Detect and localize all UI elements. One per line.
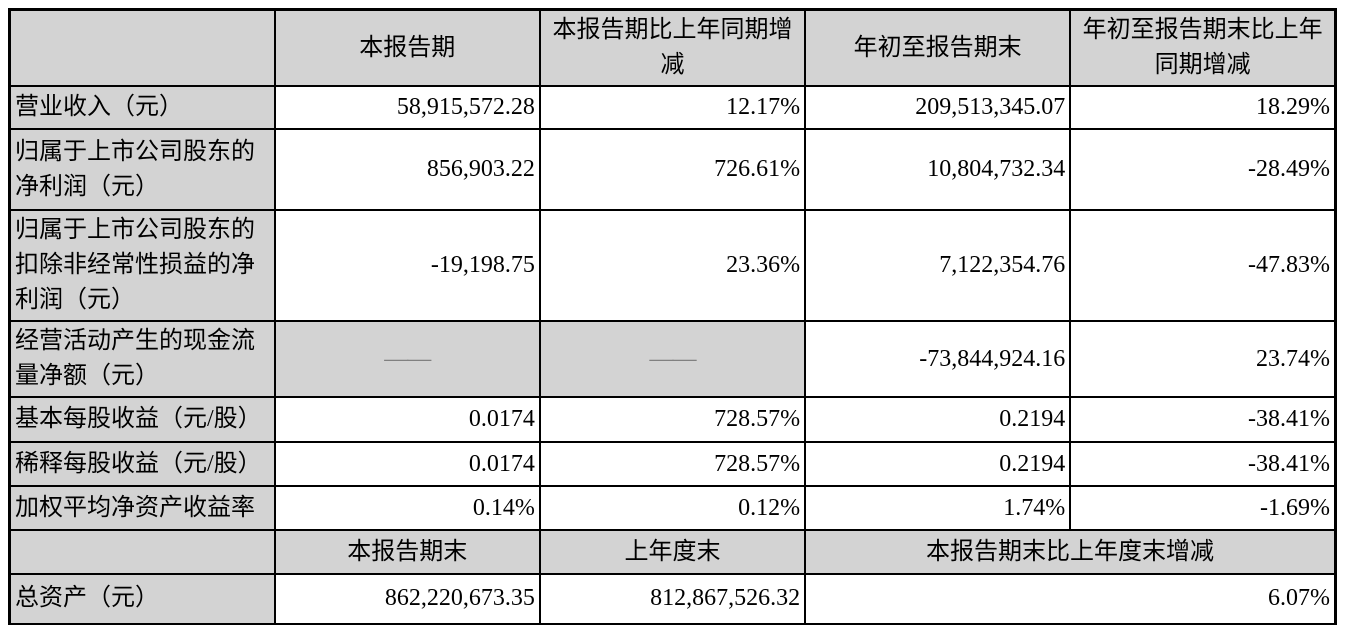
- row-label: 总资产（元）: [8, 573, 276, 625]
- header-period-yoy-change: 本报告期比上年同期增 减: [538, 8, 807, 87]
- cell-ytd-value: 209,513,345.07: [804, 85, 1072, 130]
- cell-period-yoy-value: 728.57%: [538, 396, 807, 443]
- cell-period-value: 0.0174: [273, 441, 541, 487]
- cell-period-value: 58,915,572.28: [273, 85, 541, 130]
- row-net-profit-excl-nonrecurring: 归属于上市公司股东的 扣除非经常性损益的净 利润（元） -19,198.75 2…: [8, 209, 1337, 322]
- header-ytd: 年初至报告期末: [804, 8, 1072, 87]
- cell-ytd-value: 0.2194: [804, 396, 1072, 443]
- row-label: 归属于上市公司股东的 扣除非经常性损益的净 利润（元）: [8, 209, 276, 322]
- row-label: 稀释每股收益（元/股）: [8, 441, 276, 487]
- cell-ytd-yoy-value: 18.29%: [1069, 85, 1337, 130]
- cell-ytd-yoy-value: -47.83%: [1069, 209, 1337, 322]
- cell-period-value: 0.14%: [273, 485, 541, 531]
- cell-period-yoy-dash: ——: [538, 320, 807, 398]
- row-basic-eps: 基本每股收益（元/股） 0.0174 728.57% 0.2194 -38.41…: [8, 396, 1337, 443]
- cell-period-yoy-value: 726.61%: [538, 128, 807, 211]
- cell-period-yoy-value: 728.57%: [538, 441, 807, 487]
- row-total-assets: 总资产（元） 862,220,673.35 812,867,526.32 6.0…: [8, 573, 1337, 625]
- header-row: 本报告期 本报告期比上年同期增 减 年初至报告期末 年初至报告期末比上年 同期增…: [8, 8, 1337, 87]
- row-label: 加权平均净资产收益率: [8, 485, 276, 531]
- cell-ytd-yoy-value: 23.74%: [1069, 320, 1337, 398]
- row-label: 营业收入（元）: [8, 85, 276, 130]
- header-corner-cell: [8, 8, 276, 87]
- header2-period-end: 本报告期末: [273, 529, 541, 575]
- row-label: 基本每股收益（元/股）: [8, 396, 276, 443]
- cell-period-yoy-value: 12.17%: [538, 85, 807, 130]
- row-weighted-avg-roe: 加权平均净资产收益率 0.14% 0.12% 1.74% -1.69%: [8, 485, 1337, 531]
- header2-period-end-change: 本报告期末比上年度末增减: [804, 529, 1337, 575]
- header-ytd-yoy-change: 年初至报告期末比上年 同期增减: [1069, 8, 1337, 87]
- row-diluted-eps: 稀释每股收益（元/股） 0.0174 728.57% 0.2194 -38.41…: [8, 441, 1337, 487]
- header-current-period: 本报告期: [273, 8, 541, 87]
- cell-period-yoy-value: 23.36%: [538, 209, 807, 322]
- header2-prior-year-end: 上年度末: [538, 529, 807, 575]
- cell-ytd-yoy-value: -1.69%: [1069, 485, 1337, 531]
- cell-prior-year-end-value: 812,867,526.32: [538, 573, 807, 625]
- row-operating-cash-flow: 经营活动产生的现金流 量净额（元） —— —— -73,844,924.16 2…: [8, 320, 1337, 398]
- cell-ytd-value: -73,844,924.16: [804, 320, 1072, 398]
- financial-summary-table: 本报告期 本报告期比上年同期增 减 年初至报告期末 年初至报告期末比上年 同期增…: [8, 8, 1337, 625]
- cell-ytd-yoy-value: -28.49%: [1069, 128, 1337, 211]
- row-label: 归属于上市公司股东的 净利润（元）: [8, 128, 276, 211]
- row-operating-revenue: 营业收入（元） 58,915,572.28 12.17% 209,513,345…: [8, 85, 1337, 130]
- cell-period-yoy-value: 0.12%: [538, 485, 807, 531]
- cell-period-value: 856,903.22: [273, 128, 541, 211]
- second-header-row: 本报告期末 上年度末 本报告期末比上年度末增减: [8, 529, 1337, 575]
- cell-ytd-yoy-value: -38.41%: [1069, 396, 1337, 443]
- cell-period-end-value: 862,220,673.35: [273, 573, 541, 625]
- cell-change-value: 6.07%: [804, 573, 1337, 625]
- cell-ytd-yoy-value: -38.41%: [1069, 441, 1337, 487]
- cell-period-dash: ——: [273, 320, 541, 398]
- row-label: 经营活动产生的现金流 量净额（元）: [8, 320, 276, 398]
- cell-ytd-value: 1.74%: [804, 485, 1072, 531]
- row-net-profit: 归属于上市公司股东的 净利润（元） 856,903.22 726.61% 10,…: [8, 128, 1337, 211]
- cell-period-value: -19,198.75: [273, 209, 541, 322]
- header2-corner-cell: [8, 529, 276, 575]
- cell-period-value: 0.0174: [273, 396, 541, 443]
- cell-ytd-value: 0.2194: [804, 441, 1072, 487]
- cell-ytd-value: 10,804,732.34: [804, 128, 1072, 211]
- cell-ytd-value: 7,122,354.76: [804, 209, 1072, 322]
